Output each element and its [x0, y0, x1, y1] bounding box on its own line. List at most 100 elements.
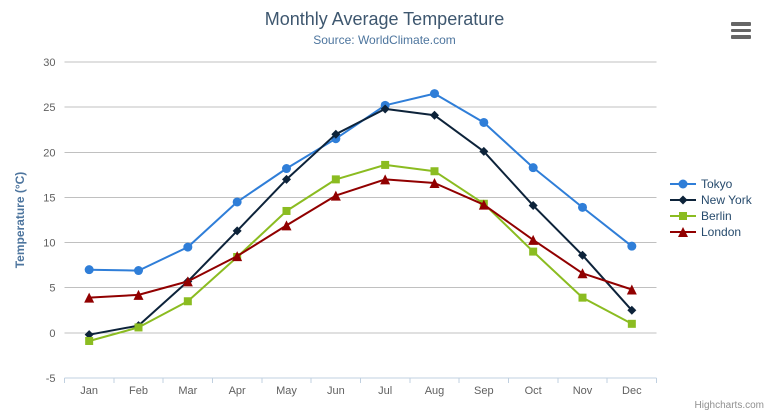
- data-point[interactable]: [430, 110, 439, 120]
- series-line: [88, 178, 633, 299]
- data-point[interactable]: [281, 220, 292, 231]
- data-point[interactable]: [331, 129, 341, 139]
- data-point[interactable]: [134, 323, 143, 332]
- y-axis-label: -5: [46, 373, 56, 385]
- x-axis-label: Jun: [327, 385, 345, 397]
- y-axis-label: 25: [43, 102, 55, 114]
- legend-item-berlin[interactable]: Berlin: [670, 208, 752, 224]
- data-point[interactable]: [330, 190, 341, 201]
- x-axis-label: Feb: [129, 385, 148, 397]
- data-point[interactable]: [182, 276, 193, 287]
- data-point[interactable]: [134, 266, 143, 276]
- data-point[interactable]: [183, 242, 193, 252]
- data-point[interactable]: [627, 305, 637, 315]
- legend-label: London: [701, 225, 742, 239]
- data-point[interactable]: [479, 146, 489, 156]
- data-point[interactable]: [282, 174, 291, 184]
- x-axis-label: Dec: [622, 385, 642, 397]
- diamond-legend-marker-icon: [670, 195, 696, 205]
- data-point[interactable]: [627, 241, 637, 251]
- data-point[interactable]: [578, 202, 587, 212]
- x-axis-label: Oct: [525, 385, 542, 397]
- data-point[interactable]: [282, 164, 291, 174]
- data-point[interactable]: [133, 289, 144, 300]
- y-axis-label: 20: [43, 147, 55, 159]
- series-tokyo: [84, 89, 637, 276]
- data-point[interactable]: [627, 319, 636, 328]
- series-line: [88, 107, 633, 336]
- data-point[interactable]: [430, 167, 439, 176]
- x-axis-label: Nov: [573, 385, 593, 397]
- data-point[interactable]: [381, 160, 390, 169]
- hamburger-menu-icon[interactable]: [731, 22, 751, 42]
- data-point[interactable]: [679, 212, 687, 220]
- chart-subtitle: Source: WorldClimate.com: [313, 33, 456, 47]
- data-point[interactable]: [578, 250, 587, 260]
- data-point[interactable]: [528, 234, 539, 245]
- data-point[interactable]: [479, 117, 489, 127]
- legend: Tokyo New York Berlin London: [670, 176, 752, 240]
- chart-title: Monthly Average Temperature: [264, 9, 505, 29]
- data-point[interactable]: [331, 175, 340, 184]
- legend-item-london[interactable]: London: [670, 224, 752, 240]
- y-axis-label: 5: [49, 283, 55, 295]
- data-point[interactable]: [183, 297, 192, 306]
- x-axis-label: Sep: [474, 385, 494, 397]
- y-axis-label: 15: [43, 192, 55, 204]
- data-point[interactable]: [84, 330, 94, 340]
- data-point[interactable]: [85, 336, 94, 345]
- data-point[interactable]: [528, 201, 538, 211]
- credits-link[interactable]: Highcharts.com: [694, 400, 764, 411]
- legend-label: New York: [701, 193, 752, 207]
- data-point[interactable]: [577, 268, 588, 279]
- data-point[interactable]: [678, 227, 688, 237]
- square-legend-marker-icon: [670, 212, 696, 220]
- x-axis-label: Jan: [80, 385, 98, 397]
- legend-label: Berlin: [701, 209, 732, 223]
- data-point[interactable]: [430, 89, 439, 99]
- x-axis-label: Jul: [378, 385, 392, 397]
- data-point[interactable]: [84, 292, 95, 303]
- data-point[interactable]: [282, 206, 291, 215]
- x-axis-label: Aug: [425, 385, 445, 397]
- x-axis-label: Apr: [229, 385, 246, 397]
- data-point[interactable]: [678, 179, 688, 189]
- series-line: [88, 163, 633, 342]
- series-line: [88, 92, 633, 272]
- y-axis-title: Temperature (°C): [13, 172, 27, 269]
- legend-item-tokyo[interactable]: Tokyo: [670, 176, 752, 192]
- y-axis-label: 10: [43, 238, 55, 250]
- y-axis-label: 30: [43, 57, 55, 69]
- hamburger-bar: [731, 28, 751, 32]
- y-axis-label: 0: [49, 328, 55, 340]
- series-new-york: [84, 104, 637, 340]
- data-point[interactable]: [232, 226, 242, 236]
- legend-label: Tokyo: [701, 177, 733, 191]
- data-point[interactable]: [84, 265, 94, 275]
- data-point[interactable]: [678, 195, 688, 205]
- x-axis-labels: Jan Feb Mar Apr May Jun Jul Aug Sep Oct Nov Dec: [80, 385, 642, 397]
- x-axis-label: May: [276, 385, 297, 397]
- y-axis-labels: -5 0 5 10 15 20 25 30: [43, 57, 55, 385]
- series-london: [84, 174, 637, 303]
- data-point[interactable]: [380, 104, 390, 114]
- data-point[interactable]: [578, 293, 587, 302]
- data-point[interactable]: [528, 163, 538, 173]
- legend-item-new-york[interactable]: New York: [670, 192, 752, 208]
- triangle-legend-marker-icon: [670, 227, 696, 237]
- data-point[interactable]: [529, 247, 538, 256]
- x-axis-label: Mar: [178, 385, 197, 397]
- gridlines: [64, 61, 657, 379]
- data-point[interactable]: [232, 251, 243, 262]
- hamburger-bar: [731, 22, 751, 26]
- x-axis: [64, 377, 657, 383]
- circle-legend-marker-icon: [670, 179, 696, 189]
- data-point[interactable]: [380, 174, 391, 185]
- hamburger-bar: [731, 35, 751, 39]
- data-point[interactable]: [478, 199, 489, 210]
- data-point[interactable]: [626, 284, 637, 295]
- data-point[interactable]: [429, 177, 440, 188]
- data-point[interactable]: [232, 197, 242, 207]
